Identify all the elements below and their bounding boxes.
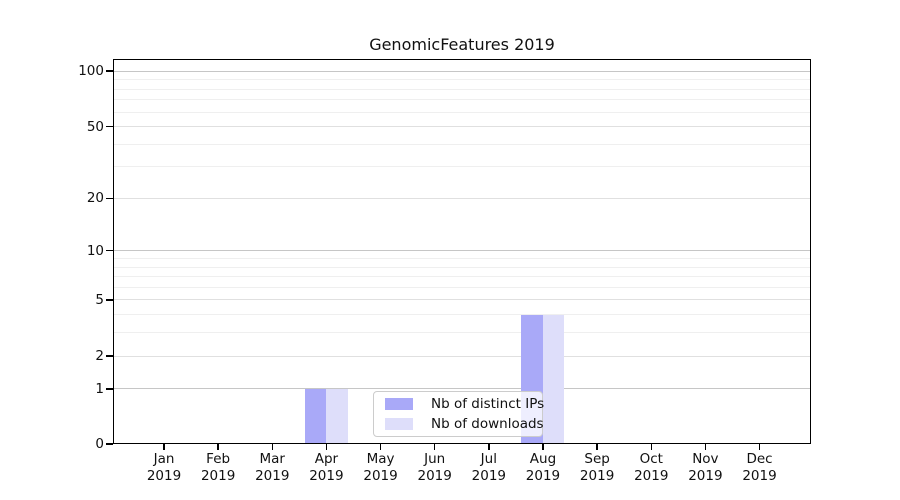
x-tick-year: 2019	[200, 468, 236, 484]
x-tick-mark	[596, 444, 598, 450]
y-gridline	[113, 88, 811, 90]
x-tick-month: Jan	[153, 451, 175, 467]
y-gridline	[113, 99, 811, 101]
x-tick-year: 2019	[146, 468, 182, 484]
y-gridline	[113, 197, 811, 199]
y-tick-mark	[106, 355, 113, 357]
legend: Nb of distinct IPs Nb of downloads	[373, 391, 544, 437]
bar-distinct-ips	[304, 388, 327, 444]
x-axis-tick-label: Jul 2019	[454, 451, 524, 485]
x-tick-year: 2019	[579, 468, 615, 484]
x-tick-mark	[163, 444, 165, 450]
y-tick-mark	[106, 250, 113, 252]
y-gridline	[113, 266, 811, 268]
x-tick-month: Dec	[746, 451, 773, 467]
x-tick-month: Oct	[639, 451, 663, 467]
x-tick-month: Mar	[259, 451, 285, 467]
legend-label: Nb of downloads	[431, 416, 544, 432]
y-axis-tick-label: 100	[78, 63, 104, 80]
y-gridline	[113, 126, 811, 128]
y-gridline	[113, 143, 811, 145]
y-axis-tick-label: 10	[86, 242, 104, 259]
x-tick-year: 2019	[471, 468, 506, 484]
y-tick-mark	[106, 125, 113, 128]
y-gridline	[113, 355, 811, 357]
x-tick-mark	[704, 444, 707, 450]
bar-downloads	[542, 314, 565, 444]
x-tick-month: Apr	[314, 451, 339, 467]
y-tick-mark	[106, 70, 113, 72]
plot-area-frame	[113, 59, 811, 444]
x-tick-month: Aug	[529, 451, 557, 467]
x-tick-year: 2019	[525, 468, 561, 484]
x-tick-month: Jul	[480, 451, 497, 467]
x-tick-year: 2019	[363, 468, 398, 484]
x-tick-mark	[758, 444, 761, 450]
x-axis-tick-label: May 2019	[346, 451, 416, 485]
bar-downloads	[326, 388, 348, 444]
x-tick-year: 2019	[309, 468, 344, 484]
y-gridline	[113, 314, 811, 316]
x-tick-year: 2019	[688, 468, 723, 484]
x-tick-month: May	[366, 451, 395, 467]
x-tick-mark	[650, 444, 652, 450]
y-gridline	[113, 299, 811, 301]
chart-title: GenomicFeatures 2019	[369, 35, 555, 54]
y-tick-mark	[106, 388, 113, 390]
y-tick-mark	[106, 299, 113, 301]
x-tick-mark	[217, 444, 219, 450]
x-tick-year: 2019	[255, 468, 290, 484]
x-axis-tick-label: Jun 2019	[400, 451, 470, 485]
legend-entry: Nb of downloads	[385, 416, 544, 432]
y-tick-mark	[106, 197, 113, 200]
x-tick-month: Jun	[424, 451, 446, 467]
x-tick-month: Sep	[584, 451, 610, 467]
x-tick-year: 2019	[634, 468, 669, 484]
y-gridline	[113, 332, 811, 334]
x-tick-mark	[434, 444, 436, 450]
y-axis-tick-label: 0	[95, 436, 104, 452]
y-gridline	[113, 286, 811, 288]
y-gridline	[113, 111, 811, 113]
x-axis-tick-label: Nov 2019	[670, 451, 740, 485]
x-tick-month: Feb	[206, 451, 231, 467]
y-gridline	[113, 250, 811, 252]
y-gridline	[113, 388, 811, 390]
x-axis-tick-label: Dec 2019	[725, 451, 795, 485]
y-gridline	[113, 79, 811, 81]
x-tick-year: 2019	[742, 468, 777, 484]
y-axis-tick-label: 1	[95, 380, 104, 397]
y-gridline	[113, 70, 811, 72]
y-tick-mark	[106, 443, 113, 445]
y-axis-tick-label: 2	[95, 348, 104, 364]
x-tick-mark	[271, 444, 273, 450]
x-tick-mark	[325, 444, 328, 450]
x-axis-tick-label: Aug 2019	[508, 451, 578, 485]
y-axis-tick-label: 20	[86, 190, 104, 207]
y-gridline	[113, 276, 811, 278]
x-axis-tick-label: Feb 2019	[183, 451, 253, 485]
x-tick-mark	[379, 444, 382, 450]
legend-label: Nb of distinct IPs	[431, 396, 545, 412]
x-tick-mark	[542, 444, 544, 450]
x-tick-mark	[488, 444, 490, 450]
y-axis-tick-label: 50	[86, 118, 104, 135]
y-axis-tick-label: 5	[95, 291, 104, 308]
x-axis-tick-label: Apr 2019	[291, 451, 361, 485]
x-axis-tick-label: Jan 2019	[129, 451, 199, 485]
y-gridline	[113, 166, 811, 168]
x-axis-tick-label: Oct 2019	[616, 451, 686, 485]
legend-swatch	[385, 418, 413, 430]
x-tick-year: 2019	[417, 468, 452, 484]
x-axis-tick-label: Mar 2019	[237, 451, 307, 485]
x-tick-month: Nov	[692, 451, 719, 467]
x-axis-tick-label: Sep 2019	[562, 451, 632, 485]
legend-entry: Nb of distinct IPs	[385, 396, 544, 412]
legend-swatch	[385, 398, 413, 410]
y-gridline	[113, 257, 811, 259]
